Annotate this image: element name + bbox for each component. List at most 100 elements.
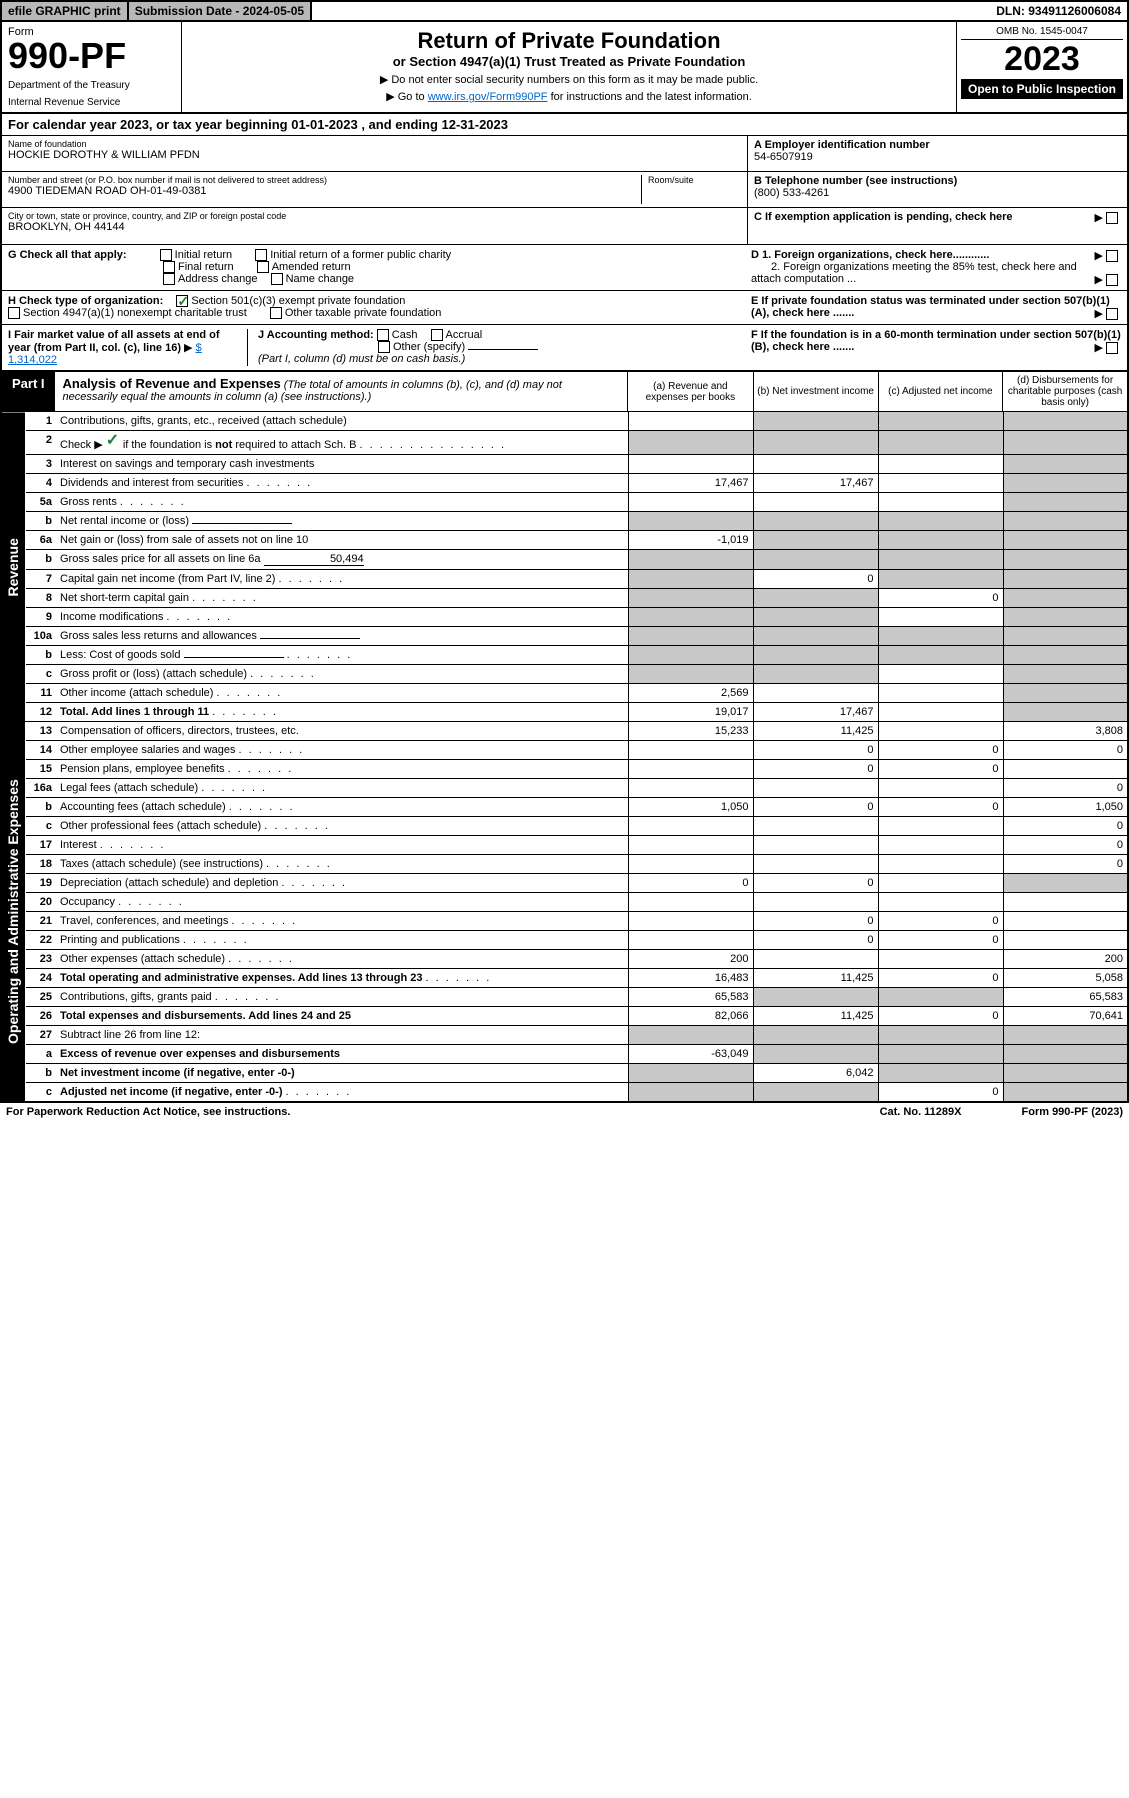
tax-year: 2023 — [961, 40, 1123, 79]
j-note: (Part I, column (d) must be on cash basi… — [258, 353, 465, 365]
g-cb-initial-pub[interactable] — [255, 249, 267, 261]
g-cb-amended[interactable] — [257, 261, 269, 273]
e-section: E If private foundation status was termi… — [741, 295, 1121, 320]
footer-mid: Cat. No. 11289X — [880, 1106, 962, 1118]
row-desc: Adjusted net income (if negative, enter … — [56, 1083, 628, 1102]
amt-cell: 17,467 — [753, 474, 878, 493]
e-cb[interactable] — [1106, 308, 1118, 320]
form-header: Form 990-PF Department of the Treasury I… — [0, 22, 1129, 114]
f-cb[interactable] — [1106, 342, 1118, 354]
amt-cell — [753, 431, 878, 455]
a-label: A Employer identification number — [754, 139, 1121, 151]
h-cb-501c3[interactable] — [176, 295, 188, 307]
g-opt-5: Name change — [286, 273, 355, 285]
amt-cell — [628, 912, 753, 931]
instr-link[interactable]: www.irs.gov/Form990PF — [428, 91, 548, 103]
table-row: 26Total expenses and disbursements. Add … — [1, 1007, 1128, 1026]
table-row: 23Other expenses (attach schedule) . . .… — [1, 950, 1128, 969]
amt-cell: 0 — [878, 798, 1003, 817]
amt-cell — [878, 474, 1003, 493]
h-cb-other[interactable] — [270, 307, 282, 319]
g-opt-4: Address change — [178, 273, 258, 285]
amt-cell — [753, 512, 878, 531]
phone: (800) 533-4261 — [754, 187, 1121, 199]
page-footer: For Paperwork Reduction Act Notice, see … — [0, 1102, 1129, 1121]
g-cb-name[interactable] — [271, 273, 283, 285]
row-number: c — [26, 1083, 56, 1102]
addr: 4900 TIEDEMAN ROAD OH-01-49-0381 — [8, 185, 641, 197]
table-row: bLess: Cost of goods sold . . . . . . . — [1, 646, 1128, 665]
amt-cell — [1003, 512, 1128, 531]
row-number: 13 — [26, 722, 56, 741]
amt-cell — [1003, 550, 1128, 570]
c-checkbox[interactable] — [1106, 212, 1118, 224]
amt-cell — [753, 855, 878, 874]
amt-cell — [628, 855, 753, 874]
d2-cb[interactable] — [1106, 274, 1118, 286]
amt-cell — [753, 646, 878, 665]
amt-cell: 200 — [628, 950, 753, 969]
row-number: b — [26, 1064, 56, 1083]
row-desc: Occupancy . . . . . . . — [56, 893, 628, 912]
g-cb-initial[interactable] — [160, 249, 172, 261]
j-cb-accrual[interactable] — [431, 329, 443, 341]
amt-cell: 2,569 — [628, 684, 753, 703]
expenses-side-label: Operating and Administrative Expenses — [1, 722, 26, 1102]
amt-cell — [1003, 431, 1128, 455]
table-row: 18Taxes (attach schedule) (see instructi… — [1, 855, 1128, 874]
table-row: 4Dividends and interest from securities … — [1, 474, 1128, 493]
row-desc: Income modifications . . . . . . . — [56, 608, 628, 627]
table-row: 7Capital gain net income (from Part IV, … — [1, 570, 1128, 589]
amt-cell — [628, 455, 753, 474]
row-number: 2 — [26, 431, 56, 455]
table-row: 21Travel, conferences, and meetings . . … — [1, 912, 1128, 931]
amt-cell — [753, 950, 878, 969]
amt-cell: 0 — [878, 589, 1003, 608]
table-row: 3Interest on savings and temporary cash … — [1, 455, 1128, 474]
g-cb-final[interactable] — [163, 261, 175, 273]
amt-cell — [1003, 455, 1128, 474]
amt-cell: 11,425 — [753, 969, 878, 988]
amt-cell — [628, 893, 753, 912]
amt-cell: 6,042 — [753, 1064, 878, 1083]
amt-cell — [1003, 1064, 1128, 1083]
d1-cb[interactable] — [1106, 250, 1118, 262]
table-row: cAdjusted net income (if negative, enter… — [1, 1083, 1128, 1102]
j-accrual: Accrual — [446, 329, 483, 341]
row-number: 20 — [26, 893, 56, 912]
e-label: E If private foundation status was termi… — [751, 295, 1110, 319]
g-cb-addr[interactable] — [163, 273, 175, 285]
amt-cell — [878, 646, 1003, 665]
amt-cell — [878, 665, 1003, 684]
row-desc: Other income (attach schedule) . . . . .… — [56, 684, 628, 703]
j-cb-cash[interactable] — [377, 329, 389, 341]
j-other-line — [468, 349, 538, 350]
amt-cell — [878, 412, 1003, 431]
header-center: Return of Private Foundation or Section … — [182, 22, 957, 112]
j-cb-other[interactable] — [378, 341, 390, 353]
amt-cell — [878, 1026, 1003, 1045]
h-cb-4947[interactable] — [8, 307, 20, 319]
amt-cell — [628, 817, 753, 836]
amt-cell: 19,017 — [628, 703, 753, 722]
row-desc: Excess of revenue over expenses and disb… — [56, 1045, 628, 1064]
amt-cell: 0 — [1003, 741, 1128, 760]
amt-cell — [878, 988, 1003, 1007]
amt-cell — [878, 779, 1003, 798]
g-d-row: G Check all that apply: Initial return I… — [0, 245, 1129, 291]
row-number: 27 — [26, 1026, 56, 1045]
i-j-f-row: I Fair market value of all assets at end… — [0, 325, 1129, 372]
row-desc: Net short-term capital gain . . . . . . … — [56, 589, 628, 608]
amt-cell — [628, 931, 753, 950]
calendar-year: For calendar year 2023, or tax year begi… — [0, 114, 1129, 136]
omb: OMB No. 1545-0047 — [961, 26, 1123, 40]
amt-cell — [1003, 684, 1128, 703]
amt-cell — [1003, 646, 1128, 665]
amt-cell — [628, 512, 753, 531]
amt-cell — [753, 627, 878, 646]
c-cell: C If exemption application is pending, c… — [748, 208, 1127, 244]
g-label: G Check all that apply: — [8, 249, 127, 261]
amt-cell: 0 — [753, 570, 878, 589]
table-row: bAccounting fees (attach schedule) . . .… — [1, 798, 1128, 817]
row-number: 1 — [26, 412, 56, 431]
